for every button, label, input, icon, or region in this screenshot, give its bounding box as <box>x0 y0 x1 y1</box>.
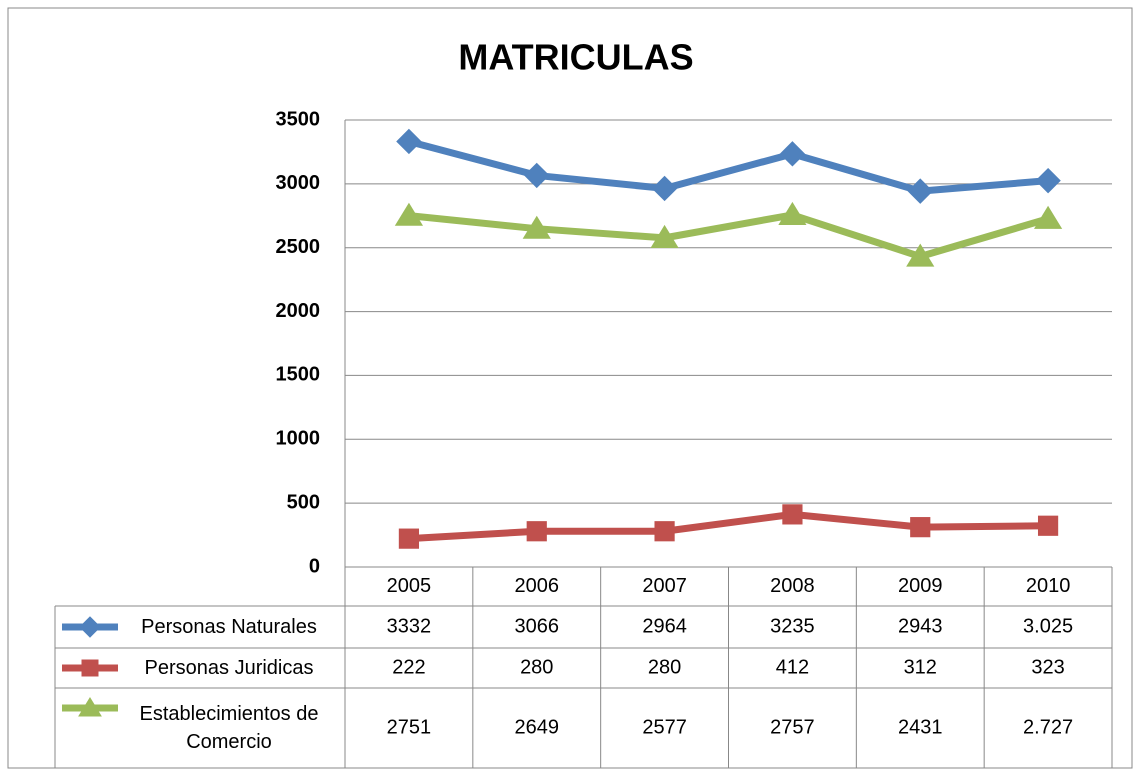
marker <box>1035 167 1061 194</box>
y-tick-label: 1000 <box>276 428 321 450</box>
x-tick-label: 2009 <box>898 575 943 597</box>
marker <box>782 504 803 525</box>
table-value: 2431 <box>898 716 943 738</box>
marker <box>81 659 99 677</box>
table-value: 280 <box>648 656 681 678</box>
table-value: 2751 <box>387 716 432 738</box>
marker <box>651 175 678 202</box>
marker <box>778 201 807 225</box>
table-value: 3.025 <box>1023 615 1073 637</box>
table-value: 2943 <box>898 615 943 637</box>
x-tick-label: 2008 <box>770 575 815 597</box>
marker <box>650 224 679 248</box>
chart-title: MATRICULAS <box>458 37 693 78</box>
table-value: 412 <box>776 656 809 678</box>
legend-label: Personas Naturales <box>141 616 317 638</box>
table-value: 3066 <box>515 615 560 637</box>
table-value: 323 <box>1031 656 1064 678</box>
marker <box>526 521 547 542</box>
table-value: 2757 <box>770 716 815 738</box>
marker <box>1033 205 1063 229</box>
marker <box>524 162 550 189</box>
marker <box>396 128 422 155</box>
x-tick-label: 2010 <box>1026 575 1071 597</box>
legend-label: Personas Juridicas <box>144 657 314 679</box>
table-value: 280 <box>520 656 553 678</box>
marker <box>779 141 806 167</box>
marker <box>906 243 935 267</box>
series-line <box>408 510 1049 543</box>
marker <box>910 517 931 538</box>
y-tick-label: 2500 <box>276 236 321 258</box>
y-tick-label: 3000 <box>276 172 321 194</box>
y-tick-label: 3500 <box>276 108 321 130</box>
x-tick-label: 2005 <box>387 575 432 597</box>
series-line <box>408 211 1050 261</box>
table-value: 2964 <box>642 615 687 637</box>
y-tick-label: 1500 <box>276 364 321 386</box>
marker <box>78 697 102 717</box>
marker <box>907 178 933 204</box>
marker <box>1037 515 1059 536</box>
legend-label: Establecimientos de Comercio <box>139 703 319 753</box>
x-tick-label: 2007 <box>642 575 687 597</box>
marker <box>79 616 101 638</box>
table-value: 2649 <box>515 716 560 738</box>
marker <box>398 528 420 549</box>
table-value: 312 <box>904 656 937 678</box>
series-line <box>408 138 1049 195</box>
y-tick-label: 2000 <box>276 300 321 322</box>
marker <box>522 215 551 239</box>
marker <box>394 202 424 226</box>
y-tick-label: 0 <box>309 555 320 577</box>
table-value: 2.727 <box>1023 716 1073 738</box>
x-tick-label: 2006 <box>515 575 560 597</box>
y-tick-label: 500 <box>287 491 320 513</box>
table-value: 2577 <box>642 716 687 738</box>
table-value: 3332 <box>387 615 432 637</box>
table-value: 3235 <box>770 615 815 637</box>
chart-border <box>7 7 1133 769</box>
table-value: 222 <box>392 656 425 678</box>
marker <box>654 521 675 542</box>
